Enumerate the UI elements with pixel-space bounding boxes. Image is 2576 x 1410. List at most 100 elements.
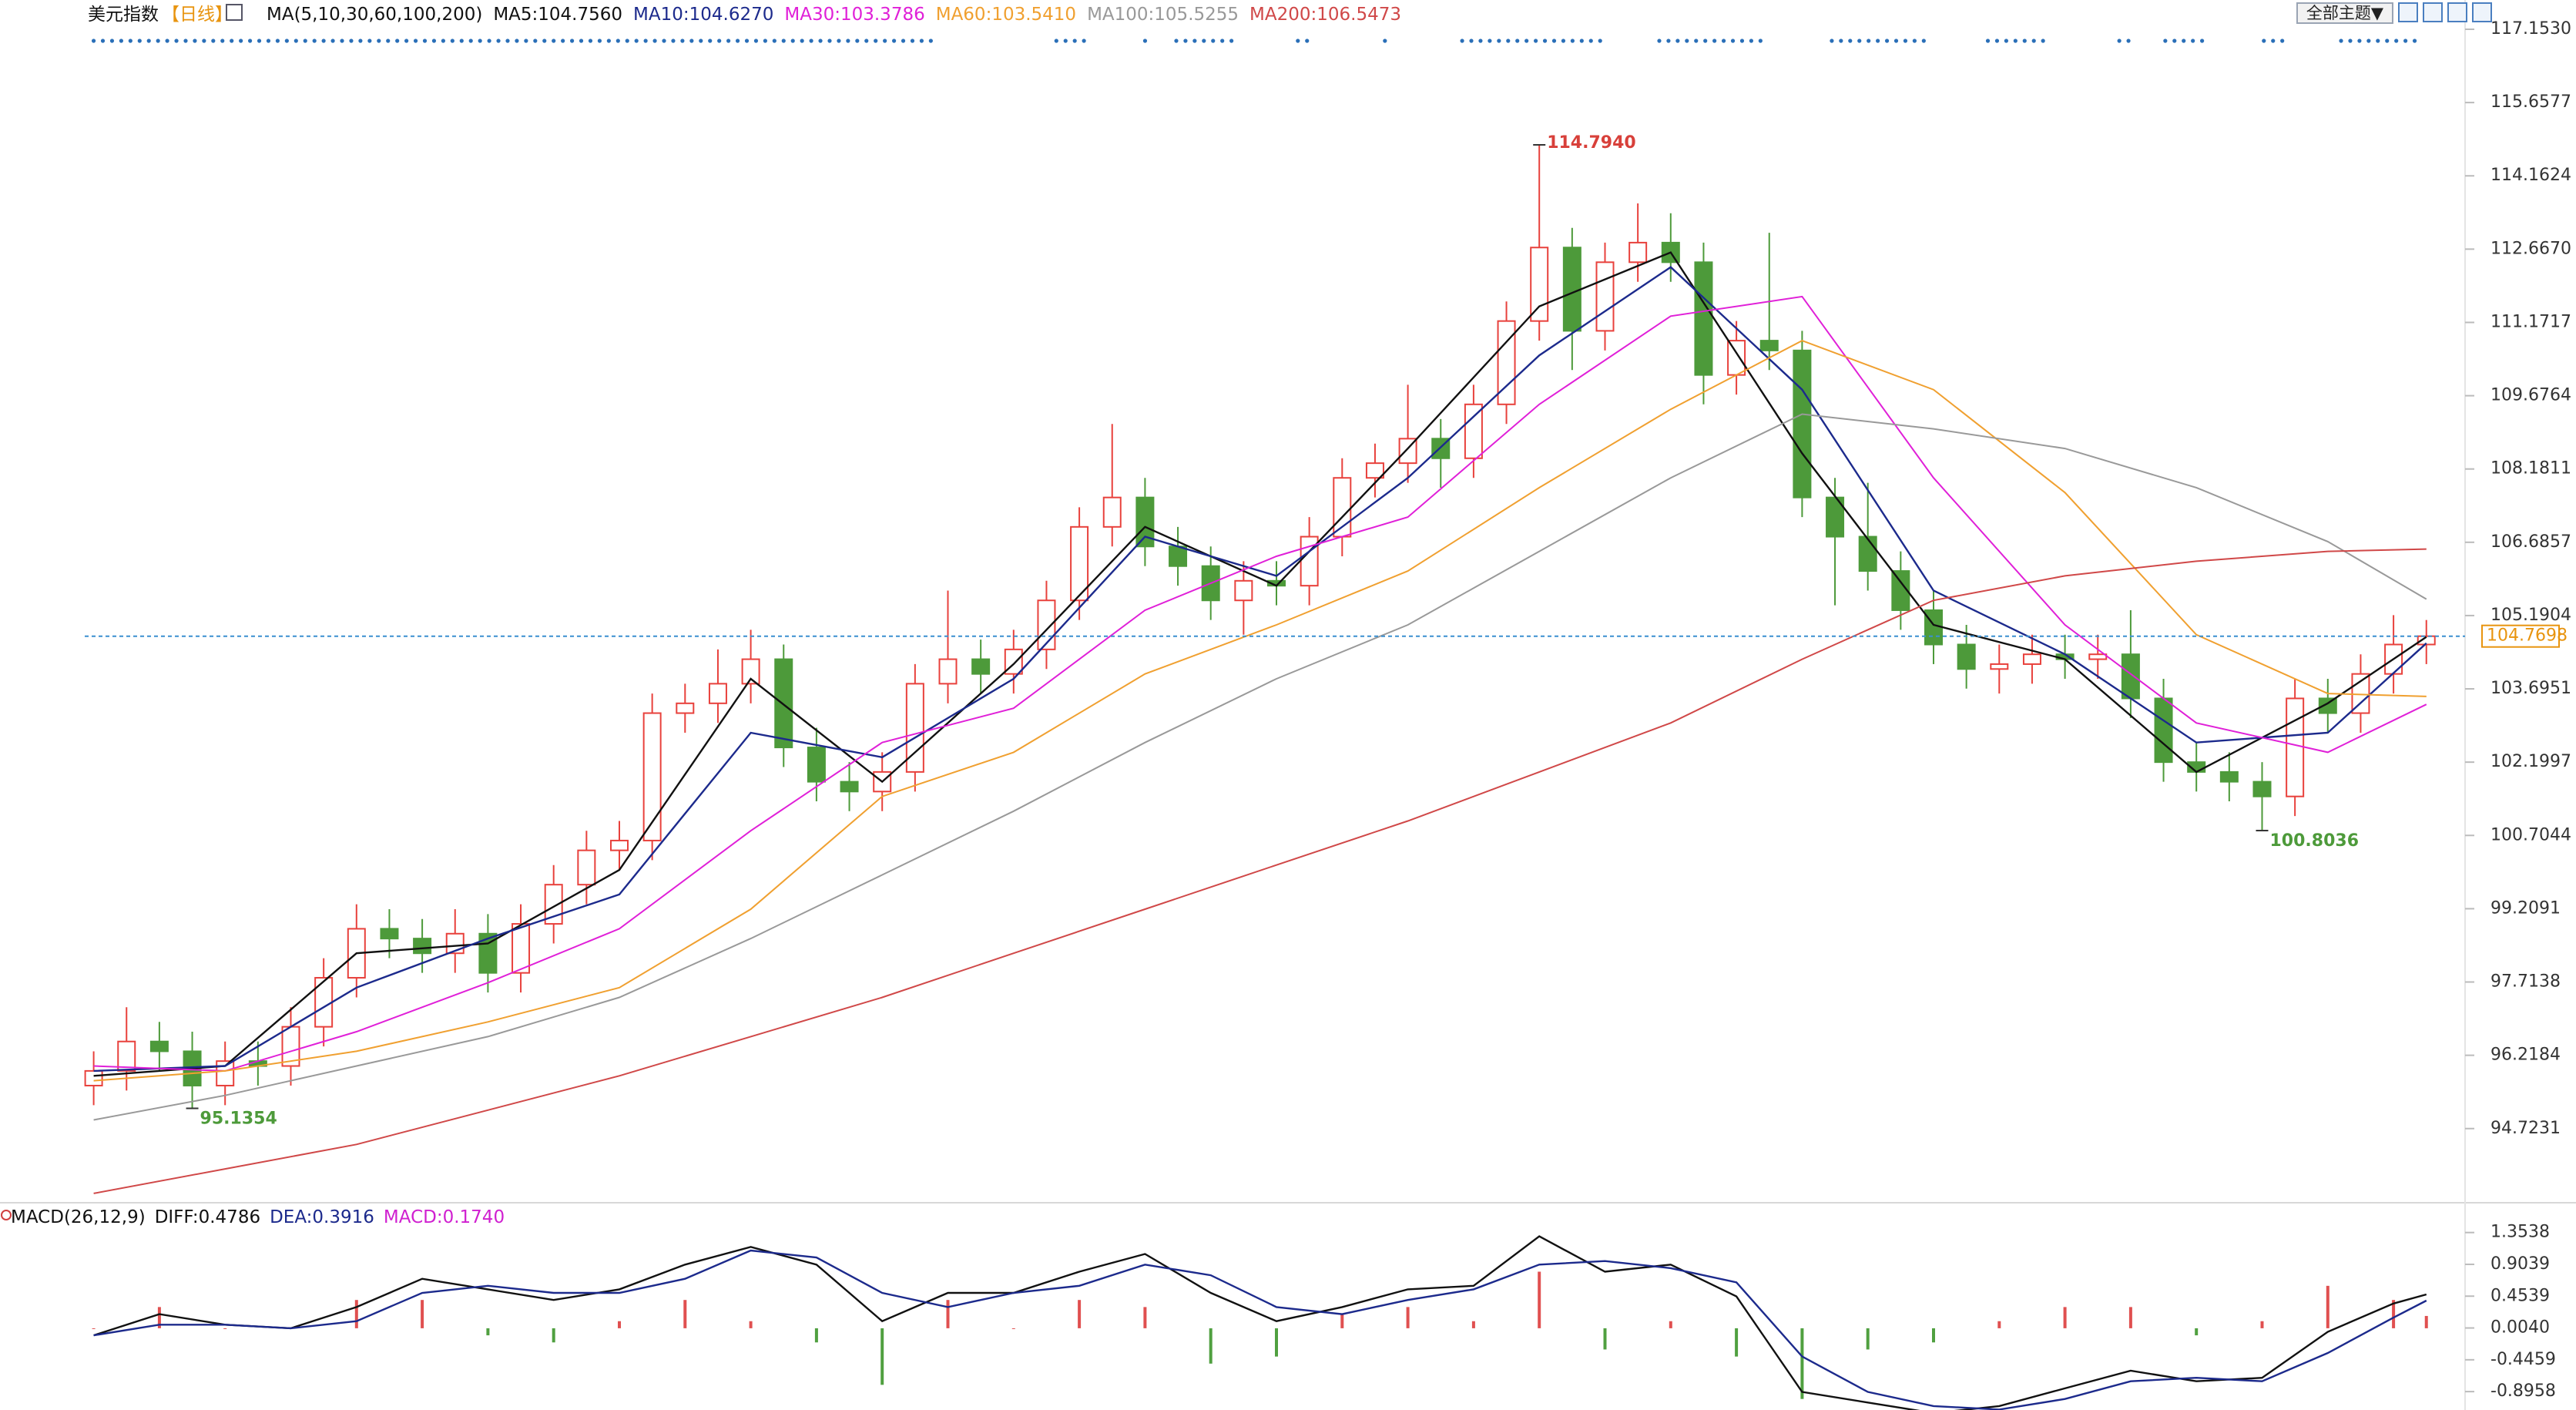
signal-dot <box>2117 39 2122 43</box>
candle-body <box>1464 403 1483 459</box>
signal-dot <box>827 39 832 43</box>
candle-body <box>84 1069 103 1086</box>
signal-dot <box>459 39 464 43</box>
signal-dot <box>183 39 188 43</box>
signal-dot <box>579 39 584 43</box>
signal-dot <box>1730 39 1736 43</box>
header-text: DIFF:0.4786 <box>155 1207 260 1227</box>
candle-body <box>676 702 695 714</box>
macd-line <box>93 1249 2427 1410</box>
macd-bar <box>1275 1328 1278 1357</box>
macd-bar <box>946 1300 950 1328</box>
header-text: MA(5,10,30,60,100,200) <box>267 5 482 25</box>
signal-dot <box>1884 39 1890 43</box>
toolbar-icon[interactable] <box>2423 2 2443 22</box>
signal-dot <box>109 39 115 43</box>
signal-dot <box>1460 39 1464 43</box>
candle-body <box>1169 546 1188 567</box>
candle-body <box>544 884 563 925</box>
toolbar-icon[interactable] <box>2472 2 2492 22</box>
signal-dot <box>128 39 132 43</box>
signal-dot <box>597 39 602 43</box>
signal-dot <box>542 39 547 43</box>
candle-body <box>1990 663 2009 670</box>
signal-dot <box>533 39 538 43</box>
theme-button[interactable] <box>2296 2 2393 24</box>
macd-bar <box>2260 1321 2264 1328</box>
signal-dot <box>855 39 860 43</box>
signal-dot <box>772 39 776 43</box>
annotation-label: 100.8036 <box>2270 831 2360 851</box>
candle-body <box>413 938 432 955</box>
signal-dot <box>874 39 878 43</box>
signal-dot <box>1551 39 1557 43</box>
signal-dot <box>2366 39 2371 43</box>
candle-body <box>512 923 531 974</box>
signal-dot <box>2172 39 2177 43</box>
macd-bar <box>880 1328 884 1385</box>
macd-bar <box>1603 1328 1607 1350</box>
candle-body <box>1595 261 1615 332</box>
signal-dot <box>2200 39 2205 43</box>
candle-body <box>610 839 629 851</box>
signal-dot <box>1857 39 1862 43</box>
signal-dot <box>901 39 906 43</box>
ma-line <box>93 251 2427 1077</box>
candle-body <box>2088 653 2108 660</box>
signal-dot <box>2385 39 2390 43</box>
signal-dot <box>1921 39 1926 43</box>
signal-dot <box>606 39 611 43</box>
signal-dot <box>726 39 731 43</box>
macd-plot <box>92 1235 2428 1410</box>
signal-dot <box>561 39 565 43</box>
checkbox-icon[interactable] <box>226 4 243 21</box>
header-text: 美元指数 <box>88 5 159 25</box>
signal-dot <box>1848 39 1853 43</box>
signal-dot <box>2163 39 2168 43</box>
header-text: DEA:0.3916 <box>270 1207 374 1227</box>
macd-bar <box>749 1321 753 1328</box>
signal-dot <box>1598 39 1602 43</box>
toolbar-icon[interactable] <box>2398 2 2418 22</box>
ma-line <box>93 295 2427 1072</box>
signal-dot <box>569 39 575 43</box>
signal-dot <box>1666 39 1671 43</box>
signal-dot <box>1994 39 2000 43</box>
signal-dot <box>386 39 391 43</box>
main-plot <box>84 145 2436 1194</box>
signal-dot <box>1488 39 1492 43</box>
signal-dot <box>349 39 354 43</box>
signal-dot <box>1506 39 1511 43</box>
ma-line <box>93 548 2427 1194</box>
candle-body <box>1759 340 1779 351</box>
signal-dot <box>1497 39 1501 43</box>
macd-bar <box>683 1300 687 1328</box>
candle-body <box>840 781 859 793</box>
y-tick-label: -0.8958 <box>2490 1381 2556 1401</box>
candle-body <box>2318 697 2337 714</box>
signal-dot <box>1758 39 1763 43</box>
y-tick-label: 109.6764 <box>2490 386 2571 405</box>
signal-dot <box>496 39 501 43</box>
signal-dot <box>275 39 280 43</box>
theme-button-label[interactable]: 全部主题▼ <box>2306 4 2384 22</box>
y-tick-label: 96.2184 <box>2490 1046 2561 1065</box>
macd-bar <box>1735 1328 1739 1357</box>
signal-dot <box>1721 39 1726 43</box>
signal-dot <box>1082 39 1086 43</box>
signal-dot <box>1478 39 1483 43</box>
candle-body <box>2252 781 2272 797</box>
signal-dot <box>1703 39 1708 43</box>
signal-dot <box>1570 39 1575 43</box>
toolbar-icon[interactable] <box>2447 2 2467 22</box>
macd-bar <box>552 1328 555 1343</box>
signal-dot <box>699 39 703 43</box>
signal-dot <box>505 39 510 43</box>
candle-body <box>1793 349 1812 499</box>
signal-dot <box>1685 39 1689 43</box>
signal-dot <box>284 39 289 43</box>
macd-bar <box>814 1328 818 1343</box>
macd-bar <box>1143 1307 1147 1328</box>
signal-dot <box>2004 39 2008 43</box>
